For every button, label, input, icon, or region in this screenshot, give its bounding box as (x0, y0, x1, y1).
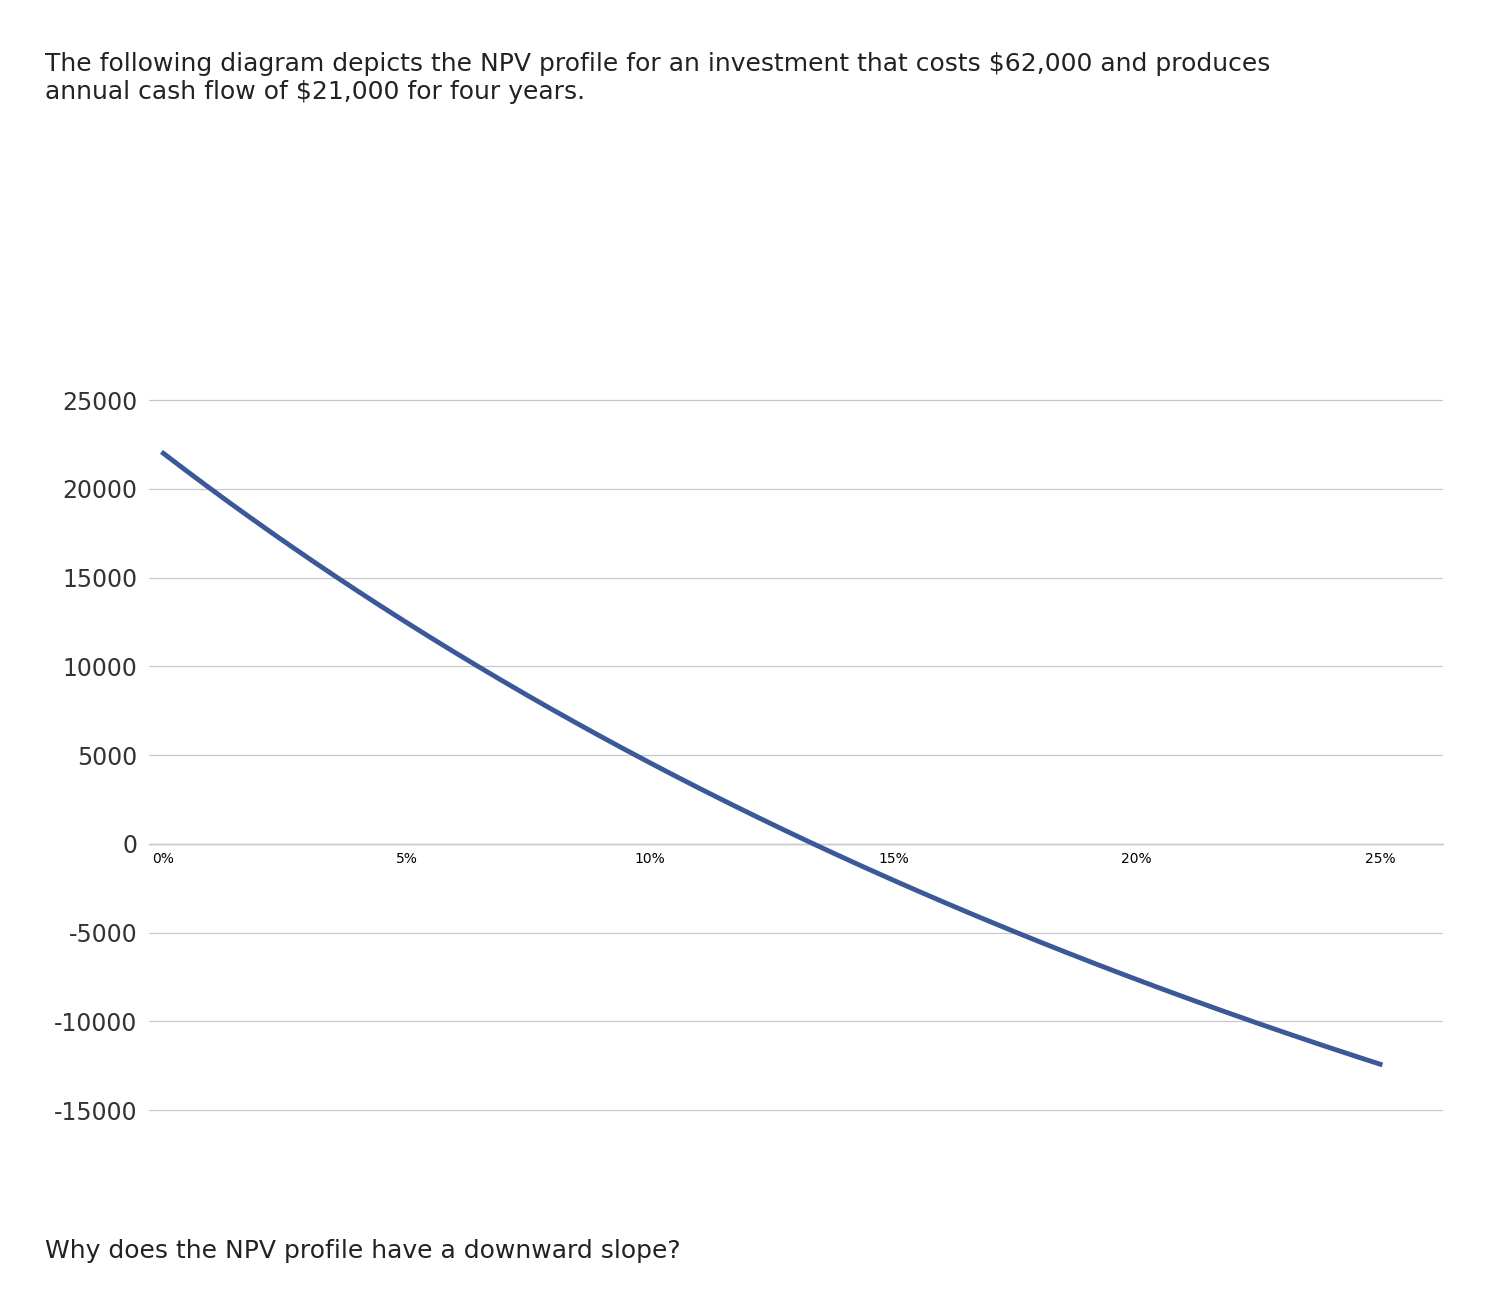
Text: Why does the NPV profile have a downward slope?: Why does the NPV profile have a downward… (45, 1240, 680, 1263)
Text: The following diagram depicts the NPV profile for an investment that costs $62,0: The following diagram depicts the NPV pr… (45, 52, 1271, 104)
